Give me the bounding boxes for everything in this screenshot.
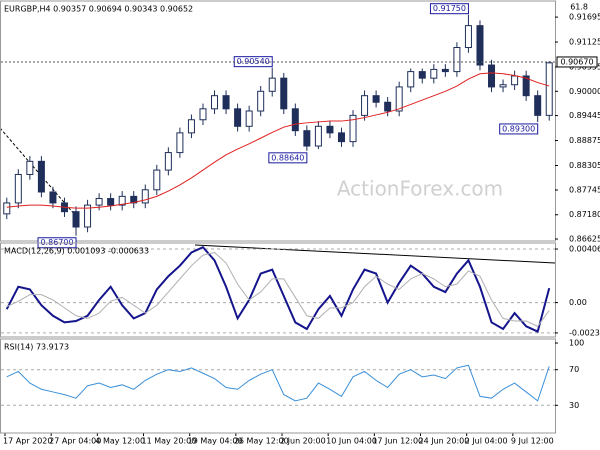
x-tick-label: 4 May 12:00	[95, 437, 145, 446]
y-tick-label: -0.0023	[569, 328, 600, 337]
candle-body	[291, 108, 299, 132]
candle-body	[280, 77, 288, 110]
candle-body	[49, 191, 57, 204]
candle-body	[464, 25, 472, 49]
price-label-box	[429, 3, 469, 15]
panel-title: RSI(14) 73.9173	[4, 343, 69, 352]
y-tick-label: 0.89445	[569, 111, 600, 120]
level-text: 61.8	[570, 3, 588, 12]
x-tick-label: 9 Jul 12:00	[511, 437, 554, 446]
indicator-line	[5, 245, 551, 333]
candle-body	[187, 119, 195, 134]
x-tick-label: 11 May 20:00	[142, 437, 197, 446]
candle-body	[3, 202, 11, 215]
x-tick-label: 27 Apr 04:00	[49, 437, 101, 446]
candle-body	[199, 108, 207, 121]
candle-body	[337, 132, 345, 143]
price-label: 0.88640	[271, 153, 304, 162]
x-tick-label: 19 May 04:00	[188, 437, 243, 446]
watermark: ActionForex.com	[337, 177, 503, 201]
candle-body	[245, 110, 253, 127]
candle-body	[441, 68, 449, 73]
indicator-line	[6, 251, 550, 327]
price-label-box	[268, 152, 308, 164]
last-price-label: 0.90670	[560, 57, 593, 66]
y-tick-label: 0.87745	[569, 186, 600, 195]
candle-body	[522, 75, 530, 97]
candle-body	[384, 101, 392, 112]
candle-body	[84, 204, 92, 228]
y-tick-label: 100	[569, 339, 584, 348]
x-tick-label: 17 Apr 2020	[3, 437, 52, 446]
candle-body	[222, 95, 230, 110]
candle-body	[303, 130, 311, 147]
y-tick-label: 0.88305	[569, 161, 600, 170]
candle-body	[268, 77, 276, 92]
panel-frame	[0, 242, 556, 338]
candle-body	[511, 75, 519, 86]
candle-body	[407, 71, 415, 88]
candle-body	[211, 95, 219, 110]
candle-body	[72, 211, 80, 228]
candle-body	[534, 95, 542, 116]
candle-body	[234, 108, 242, 127]
candle-body	[395, 86, 403, 112]
panel-frame	[0, 338, 556, 434]
moving-average	[6, 72, 550, 209]
price-label: 0.89300	[502, 124, 535, 133]
y-tick-label: 0.004062	[569, 245, 600, 254]
candle-body	[107, 198, 115, 206]
candle-body	[118, 195, 126, 206]
y-tick-label: 70	[569, 365, 579, 374]
y-tick-label: 0.91695	[569, 13, 600, 22]
price-label: 0.91750	[433, 4, 466, 13]
candle-body	[257, 90, 265, 112]
price-label-box	[499, 123, 539, 135]
candle-body	[314, 125, 322, 147]
candle-body	[37, 160, 45, 193]
candle-body	[349, 114, 357, 143]
candle-body	[141, 189, 149, 204]
candle-body	[430, 68, 438, 79]
y-tick-label: 0.87180	[569, 210, 600, 219]
x-tick-label: 24 Jun 20:00	[419, 437, 470, 446]
indicator-line	[6, 364, 550, 402]
x-tick-label: 2 Jun 20:00	[280, 437, 326, 446]
candle-body	[153, 169, 161, 191]
trend-line	[0, 127, 76, 216]
x-tick-label: 17 Jun 12:00	[372, 437, 423, 446]
candle-body	[164, 152, 172, 171]
y-tick-label: 0.00	[569, 298, 587, 307]
y-tick-label: 0.91125	[569, 38, 600, 47]
candle-body	[418, 71, 426, 79]
y-tick-label: 0.90000	[569, 87, 600, 96]
panel-title: MACD(12,26,9) 0.001093 -0.000633	[4, 247, 149, 256]
candle-body	[26, 160, 34, 175]
candle-body	[361, 95, 369, 116]
y-tick-label: 0.88875	[569, 136, 600, 145]
candle-body	[14, 173, 22, 204]
candle-body	[453, 47, 461, 73]
y-tick-label: 30	[569, 401, 579, 410]
x-tick-label: 2 Jul 04:00	[465, 437, 508, 446]
candle-body	[476, 25, 484, 66]
candle-body	[488, 64, 496, 88]
last-price-box	[556, 56, 598, 68]
x-tick-label: 10 Jun 04:00	[326, 437, 377, 446]
x-tick-label: 26 May 12:00	[234, 437, 289, 446]
candle-body	[545, 62, 553, 116]
macd-trend-line	[194, 244, 556, 264]
panel-title: EURGBP,H4 0.90357 0.90694 0.90343 0.9065…	[4, 5, 193, 14]
y-tick-label: 0.86625	[569, 235, 600, 244]
candle-body	[499, 84, 507, 88]
candle-body	[176, 132, 184, 154]
candle-body	[326, 125, 334, 134]
candle-body	[372, 95, 380, 103]
candle-body	[95, 198, 103, 206]
panel-frame	[0, 0, 556, 242]
